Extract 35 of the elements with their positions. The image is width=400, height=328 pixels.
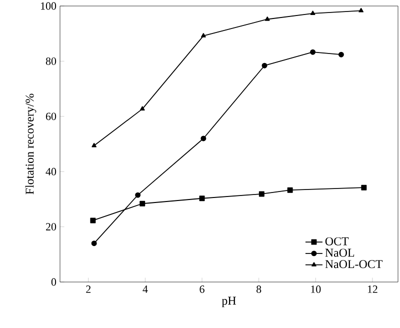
point [310,49,316,55]
legend-label: NaOL-OCT [325,260,382,268]
point [200,136,206,142]
point [358,8,364,12]
point [199,196,205,202]
point [140,200,146,206]
x-axis-title: pH [222,296,236,308]
y-axis-title: Flotation recovery/% [25,94,36,194]
legend-label: OCT [325,237,349,246]
point [310,10,316,16]
point [135,192,141,198]
x-tick-label: 2 [86,286,91,293]
point [361,184,367,190]
point [91,240,97,246]
point [262,62,268,68]
y-tick-label: 20 [46,223,56,230]
x-tick-label: 8 [256,286,262,293]
x-tick-label: 12 [368,286,378,293]
y-tick-label: 100 [41,2,56,10]
legend-label: NaOL [325,248,354,257]
point [338,52,344,58]
point [201,33,206,38]
point [90,218,96,224]
x-tick-label: 10 [311,286,321,293]
point [264,16,270,21]
x-tick-label: 6 [200,286,204,293]
y-tick-label: 40 [46,168,56,176]
point [287,187,293,193]
y-tick-label: 60 [46,112,56,120]
point [140,106,145,111]
point [92,142,97,148]
x-tick-label: 4 [142,286,148,293]
y-tick-label: 0 [51,278,56,286]
y-tick-label: 80 [46,58,56,65]
point [258,191,264,197]
